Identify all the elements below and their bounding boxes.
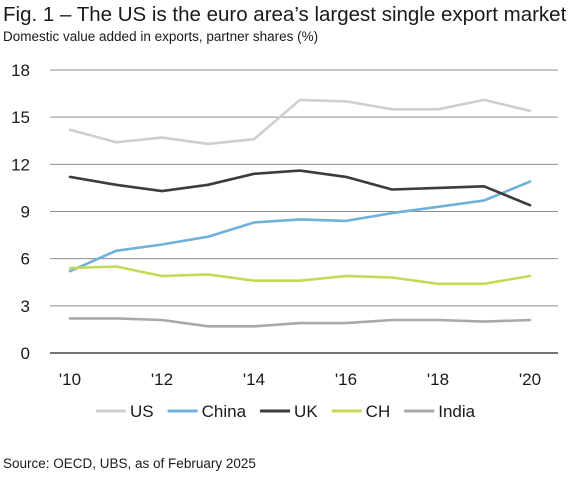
legend-item-uk: UK [260, 402, 318, 421]
legend: US China UK CH India [96, 402, 476, 421]
legend-item-india: India [404, 402, 476, 421]
series-line-india [68, 317, 532, 328]
legend-label-china: China [202, 402, 247, 421]
legend-label-us: US [130, 402, 154, 421]
legend-item-us: US [96, 402, 154, 421]
y-tick-label-9: 9 [21, 203, 30, 222]
chart-title: Fig. 1 – The US is the euro area’s large… [3, 3, 567, 26]
y-tick-label-6: 6 [21, 250, 30, 269]
y-tick-label-18: 18 [11, 61, 30, 80]
y-tick-label-0: 0 [21, 344, 30, 363]
series-lines [68, 98, 532, 328]
y-tick-label-3: 3 [21, 297, 30, 316]
legend-item-ch: CH [331, 402, 391, 421]
series-line-ch [68, 265, 532, 286]
x-tick-label-2012: '12 [151, 370, 173, 389]
legend-label-ch: CH [366, 402, 391, 421]
gridlines [50, 69, 558, 307]
series-line-uk [68, 169, 532, 207]
x-tick-label-2018: '18 [427, 370, 449, 389]
source-note: Source: OECD, UBS, as of February 2025 [3, 456, 256, 471]
y-axis-ticks: 0 3 6 9 12 15 18 [11, 61, 30, 363]
series-line-us [68, 98, 532, 146]
x-tick-label-2010: '10 [59, 370, 81, 389]
series-line-china [68, 180, 532, 273]
y-tick-label-15: 15 [11, 108, 30, 127]
x-tick-label-2020: '20 [519, 370, 541, 389]
legend-label-uk: UK [294, 402, 318, 421]
legend-label-india: India [438, 402, 475, 421]
legend-item-china: China [167, 402, 247, 421]
y-tick-label-12: 12 [11, 155, 30, 174]
x-tick-label-2014: '14 [243, 370, 265, 389]
chart-subtitle: Domestic value added in exports, partner… [3, 29, 319, 44]
x-axis-ticks: '10 '12 '14 '16 '18 '20 [59, 370, 541, 389]
x-tick-label-2016: '16 [335, 370, 357, 389]
